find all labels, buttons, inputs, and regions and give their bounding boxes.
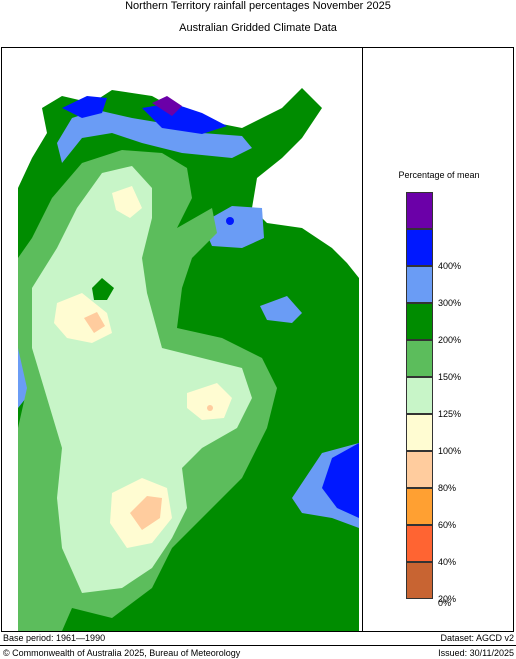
region-300-400-top: [142, 103, 227, 134]
legend-swatch: [406, 488, 433, 525]
region-100-125: [32, 166, 252, 593]
issued-date: Issued: 30/11/2025: [438, 648, 514, 658]
region-125-150-island: [292, 233, 312, 253]
map-title: Northern Territory rainfall percentages …: [125, 0, 391, 12]
legend-swatch: [406, 377, 433, 414]
legend-label: 20%: [438, 594, 457, 604]
legend-title: Percentage of mean: [398, 170, 480, 180]
legend-label: 150%: [438, 372, 462, 382]
legend-swatch: [406, 414, 433, 451]
region-300-400-southeast: [322, 443, 359, 518]
region-200-300-north: [57, 110, 252, 163]
rainfall-map: [18, 88, 359, 631]
region-300-400-north: [62, 96, 107, 118]
region-60-80-a: [84, 312, 105, 333]
region-200-300-gulf: [202, 206, 264, 248]
legend-label: 80%: [438, 483, 457, 493]
region-80-100-a: [112, 186, 142, 218]
legend-swatch: [406, 451, 433, 488]
legend-swatch: [406, 525, 433, 562]
legend-swatch: [406, 266, 433, 303]
region-60-80-c: [207, 405, 213, 411]
legend-label: 125%: [438, 409, 462, 419]
region-400-plus: [152, 96, 182, 116]
legend-swatch: [406, 562, 433, 599]
legend-swatch: [406, 303, 433, 340]
legend-swatch: [406, 229, 433, 266]
legend-label: 60%: [438, 520, 457, 530]
region-60-80-b: [130, 496, 162, 530]
map-subtitle: Australian Gridded Climate Data: [179, 22, 337, 34]
legend-label: 200%: [438, 335, 462, 345]
map-frame: [1, 47, 514, 632]
legend-swatch: [406, 192, 433, 229]
region-80-100-c: [187, 383, 232, 420]
base-period: Base period: 1961—1990: [3, 633, 106, 643]
footer-divider: [0, 645, 516, 646]
legend-label: 0%: [438, 598, 452, 608]
legend-label: 100%: [438, 446, 462, 456]
legend-label: 40%: [438, 557, 457, 567]
dataset-label: Dataset: AGCD v2: [440, 633, 514, 643]
legend-divider: [362, 47, 363, 632]
copyright-notice: © Commonwealth of Australia 2025, Bureau…: [3, 648, 241, 658]
region-200-300-east: [260, 296, 302, 323]
legend-label: 300%: [438, 298, 462, 308]
legend-label: 400%: [438, 261, 462, 271]
region-300-400-gulf-spot: [226, 217, 234, 225]
legend-swatch: [406, 340, 433, 377]
region-150-200-patch: [92, 278, 114, 300]
